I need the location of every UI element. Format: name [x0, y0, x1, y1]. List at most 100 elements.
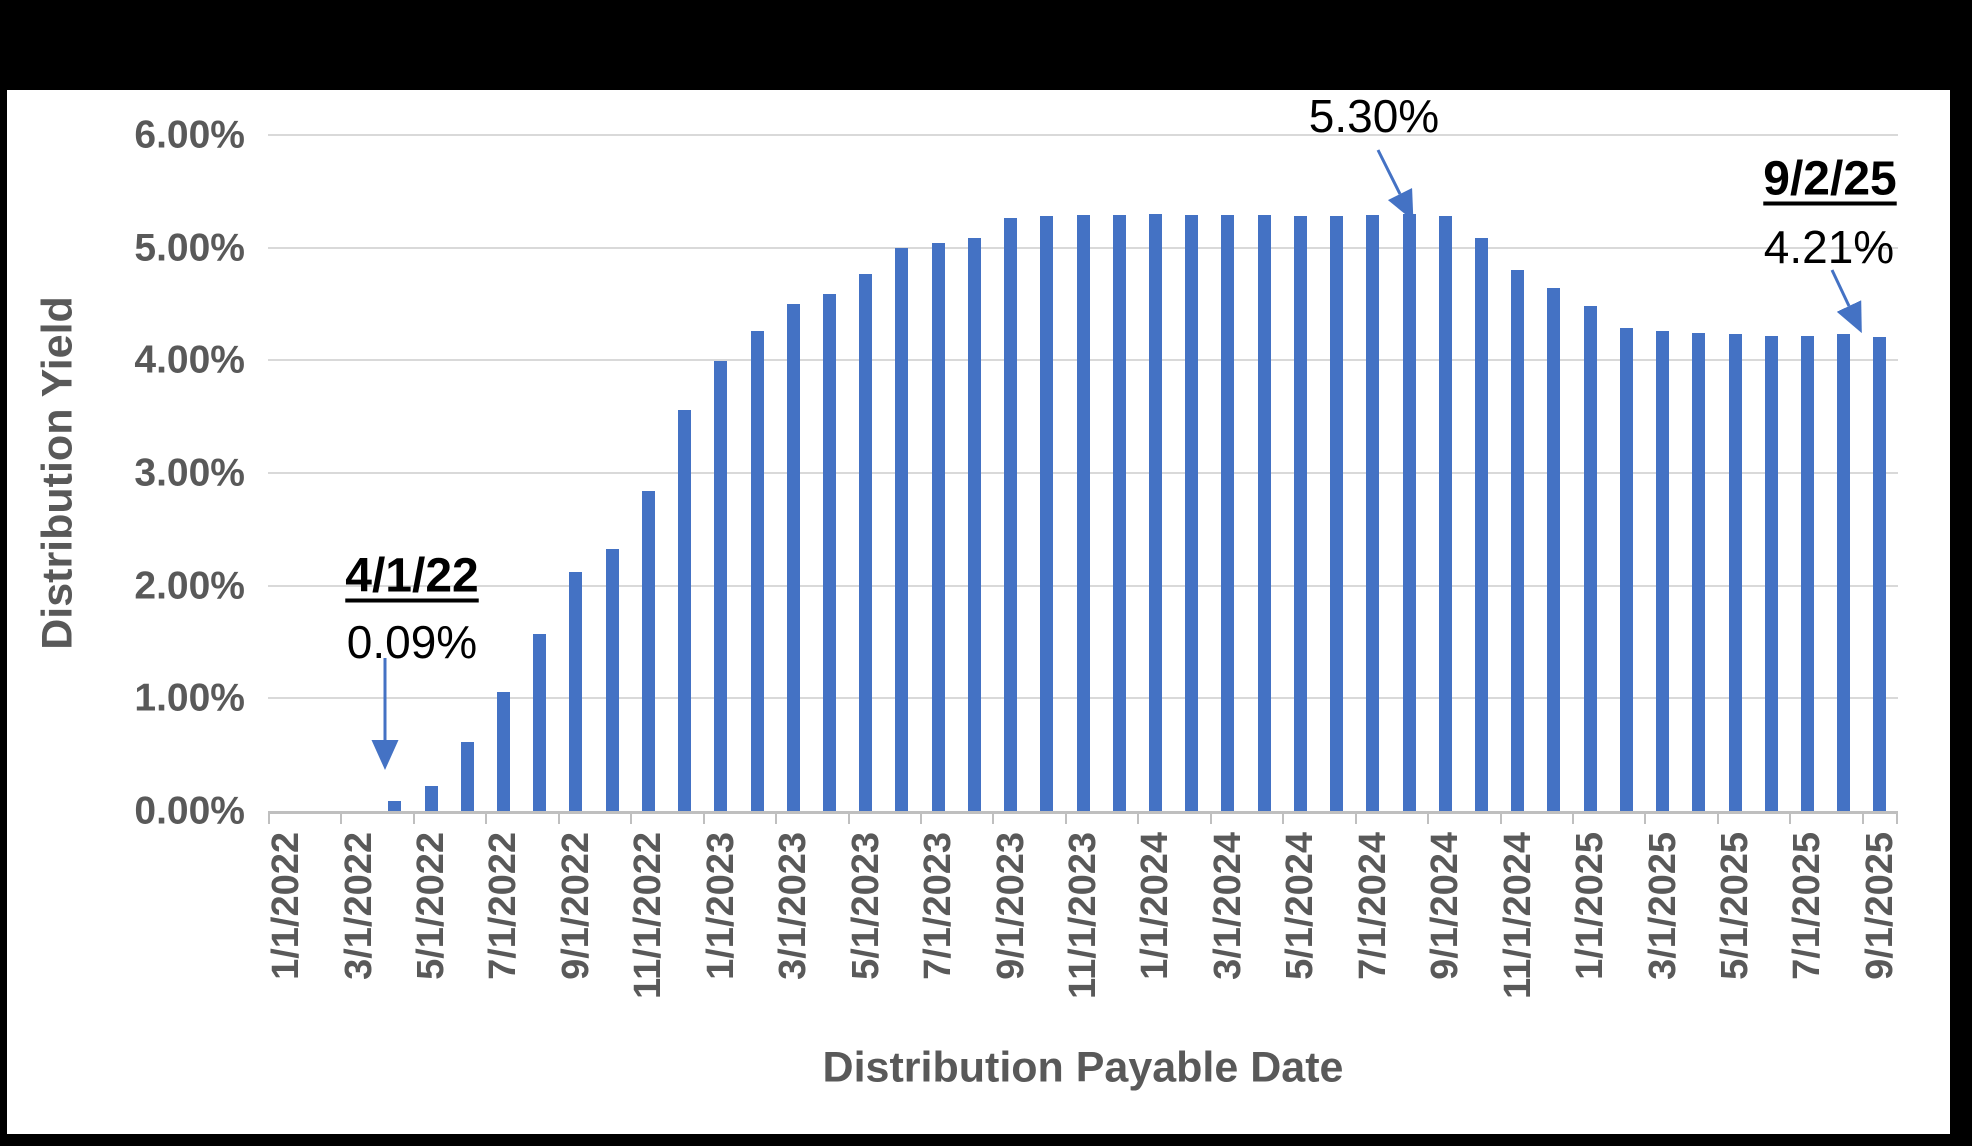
bar-1/1/2023 [714, 361, 728, 811]
bar-1/1/2025 [1583, 306, 1597, 811]
x-axis-tick [1064, 811, 1067, 824]
x-axis-tick [1209, 811, 1212, 824]
x-tick-label-3/1/2023: 3/1/2023 [772, 832, 815, 980]
x-tick-label-3/1/2025: 3/1/2025 [1641, 832, 1684, 980]
bar-4/1/2022 [388, 800, 402, 811]
bar-9/1/2023 [1004, 218, 1018, 811]
x-tick-label-5/1/2024: 5/1/2024 [1279, 832, 1322, 980]
annotation-end-value: 4.21% [1763, 221, 1895, 273]
bar-5/1/2025 [1728, 334, 1742, 811]
bar-3/1/2023 [786, 304, 800, 811]
bar-6/1/2024 [1330, 216, 1344, 811]
x-axis-tick [340, 811, 343, 824]
chart-canvas: Distribution Yield Distribution Payable … [7, 90, 1950, 1134]
x-axis-tick [1896, 811, 1898, 824]
y-tick-label-1.00%: 1.00% [134, 676, 245, 720]
y-tick-label-5.00%: 5.00% [134, 226, 245, 270]
x-tick-label-11/1/2023: 11/1/2023 [1062, 832, 1104, 999]
y-tick-label-2.00%: 2.00% [134, 564, 245, 608]
bar-5/1/2024 [1293, 216, 1307, 811]
bar-5/1/2023 [859, 273, 873, 811]
x-tick-label-9/1/2024: 9/1/2024 [1424, 832, 1467, 980]
bar-12/1/2024 [1547, 288, 1561, 811]
x-axis-tick [992, 811, 995, 824]
x-axis-title: Distribution Payable Date [822, 1043, 1344, 1092]
x-tick-label-1/1/2025: 1/1/2025 [1569, 832, 1612, 980]
bar-6/1/2025 [1764, 335, 1778, 811]
bar-2/1/2023 [750, 331, 764, 811]
bar-7/1/2024 [1366, 215, 1380, 811]
bar-5/1/2022 [424, 786, 438, 811]
x-tick-label-9/1/2022: 9/1/2022 [554, 832, 597, 980]
bar-2/1/2025 [1619, 327, 1633, 811]
bar-3/1/2024 [1221, 215, 1235, 811]
bar-10/1/2024 [1474, 237, 1488, 811]
x-axis-tick [1572, 811, 1574, 824]
bar-6/1/2023 [895, 247, 909, 811]
x-tick-label-7/1/2024: 7/1/2024 [1351, 832, 1394, 980]
bar-3/1/2025 [1656, 331, 1670, 811]
y-axis-title: Distribution Yield [33, 296, 82, 650]
x-tick-label-5/1/2022: 5/1/2022 [410, 832, 452, 980]
bar-7/1/2023 [931, 243, 945, 811]
x-tick-label-1/1/2022: 1/1/2022 [265, 832, 308, 980]
x-tick-label-9/1/2025: 9/1/2025 [1858, 832, 1901, 980]
x-axis-tick [1789, 811, 1792, 824]
bar-12/1/2022 [678, 409, 692, 811]
x-tick-label-3/1/2022: 3/1/2022 [337, 832, 380, 980]
x-axis-tick [1282, 811, 1285, 824]
y-tick-label-3.00%: 3.00% [134, 451, 245, 495]
bar-8/1/2024 [1402, 213, 1416, 811]
gridline [268, 134, 1898, 136]
x-axis-tick [1427, 811, 1430, 824]
y-tick-label-4.00%: 4.00% [134, 338, 245, 382]
y-tick-label-0.00%: 0.00% [134, 789, 245, 833]
x-tick-label-11/1/2022: 11/1/2022 [627, 832, 670, 999]
bar-8/1/2025 [1837, 334, 1851, 811]
x-tick-label-7/1/2023: 7/1/2023 [917, 832, 960, 980]
x-axis-tick [1861, 811, 1864, 824]
annotation-end-date: 9/2/25 [1763, 152, 1897, 206]
x-axis-tick [702, 811, 705, 824]
bar-10/1/2022 [605, 548, 619, 811]
bar-4/1/2023 [822, 293, 836, 811]
bar-1/1/2024 [1148, 213, 1162, 811]
annotation-peak-value: 5.30% [1308, 90, 1440, 142]
x-tick-label-7/1/2025: 7/1/2025 [1786, 832, 1829, 980]
x-axis-tick [847, 811, 850, 824]
bar-9/1/2022 [569, 572, 583, 811]
bar-7/1/2022 [496, 691, 510, 811]
bar-12/1/2023 [1112, 215, 1126, 811]
x-tick-label-9/1/2023: 9/1/2023 [989, 832, 1032, 980]
x-tick-label-1/1/2023: 1/1/2023 [699, 832, 742, 980]
bar-8/1/2022 [533, 634, 547, 811]
bar-7/1/2025 [1800, 335, 1814, 811]
x-axis-tick [1644, 811, 1647, 824]
x-tick-label-5/1/2023: 5/1/2023 [844, 832, 887, 980]
x-axis-tick [1499, 811, 1502, 824]
bar-4/1/2024 [1257, 215, 1271, 811]
x-tick-label-7/1/2022: 7/1/2022 [482, 832, 525, 980]
x-tick-label-5/1/2025: 5/1/2025 [1714, 832, 1756, 980]
x-axis-tick [485, 811, 488, 824]
x-tick-label-3/1/2024: 3/1/2024 [1206, 832, 1249, 980]
x-axis-tick [1354, 811, 1357, 824]
bar-11/1/2022 [641, 491, 655, 811]
bar-8/1/2023 [967, 237, 981, 811]
x-axis-tick [1137, 811, 1140, 824]
y-tick-label-6.00%: 6.00% [134, 113, 245, 157]
bar-11/1/2023 [1076, 215, 1090, 811]
x-tick-label-11/1/2024: 11/1/2024 [1496, 832, 1539, 999]
bar-11/1/2024 [1511, 270, 1525, 811]
annotation-start-value: 0.09% [346, 616, 478, 668]
bar-6/1/2022 [460, 742, 474, 811]
bar-4/1/2025 [1692, 333, 1706, 811]
bar-2/1/2024 [1185, 215, 1199, 811]
bar-9/1/2025 [1873, 336, 1887, 811]
bar-9/1/2024 [1438, 216, 1452, 811]
x-axis-tick [1716, 811, 1719, 824]
x-axis-tick [268, 811, 270, 824]
annotation-start-date: 4/1/22 [345, 549, 479, 603]
x-axis-tick [920, 811, 922, 824]
